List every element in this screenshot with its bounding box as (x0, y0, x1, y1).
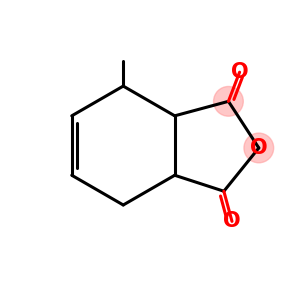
Text: O: O (223, 212, 241, 231)
Text: O: O (231, 62, 248, 82)
Text: O: O (250, 138, 268, 158)
Circle shape (244, 133, 274, 163)
Circle shape (214, 86, 243, 116)
